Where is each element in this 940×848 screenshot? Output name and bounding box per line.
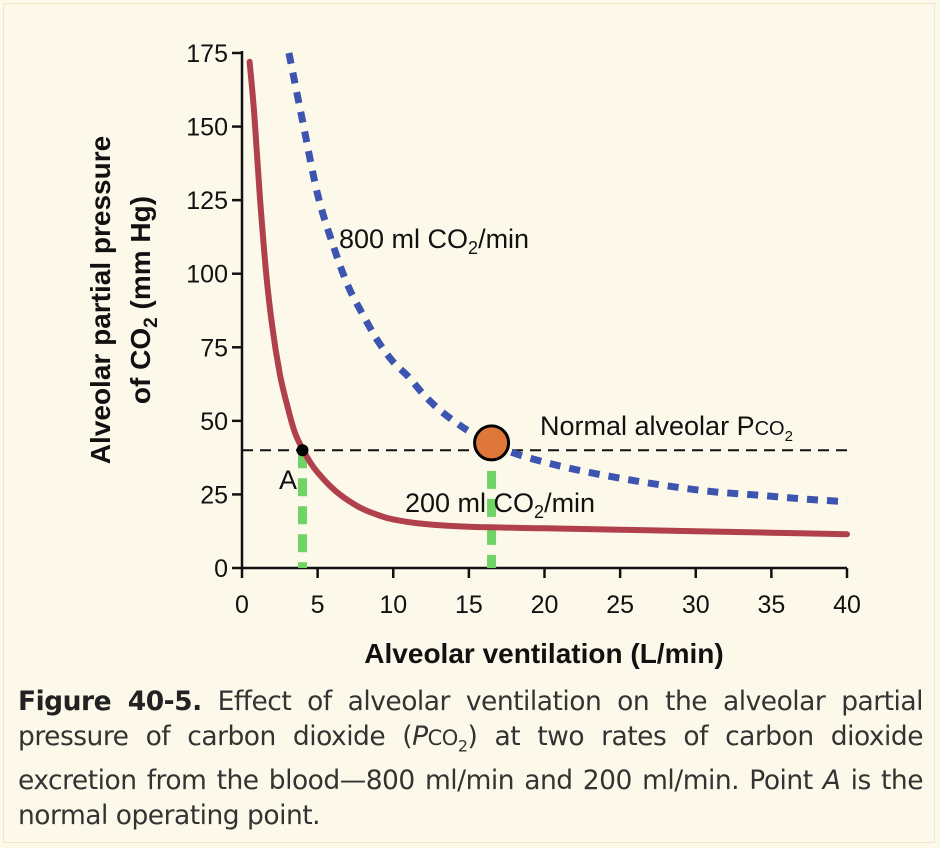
series-label-200: 200 ml CO2/min: [405, 488, 595, 522]
caption-text-part3: is the normal operating point.: [18, 765, 924, 832]
x-tick-label-10: 10: [379, 591, 407, 619]
x-tick-label-35: 35: [757, 591, 785, 619]
point-a-marker: [296, 444, 309, 457]
x-tick-label-15: 15: [455, 591, 483, 619]
x-tick-label-0: 0: [235, 591, 249, 619]
y-tick-label-50: 50: [200, 408, 228, 436]
series-line-800: [285, 52, 848, 506]
caption-sub-2: 2: [457, 736, 468, 756]
caption-italic-p: P: [412, 721, 428, 752]
series-label-800: 800 ml CO2/min: [339, 224, 529, 258]
figure-caption: Figure 40-5. Effect of alveolar ventilat…: [18, 684, 924, 833]
x-tick-label-5: 5: [311, 591, 325, 619]
x-axis-title: Alveolar ventilation (L/min): [364, 638, 723, 669]
y-tick-label-175: 175: [186, 40, 228, 68]
x-tick-label-40: 40: [833, 591, 861, 619]
caption-text-part1: Effect of alveolar ventilation on the al…: [18, 686, 924, 752]
figure-frame: [3, 3, 935, 843]
series-line-200: [246, 58, 850, 538]
y-tick-label-75: 75: [200, 334, 228, 362]
chart: 0 25 50 75 100 125 150 175 0 5 10 15 20 25 30 35 40 Alve…: [85, 40, 861, 669]
caption-figure-label: Figure 40-5.: [18, 686, 202, 717]
operating-point-marker: [473, 424, 511, 462]
caption-text-part2: ) at two rates of carbon dioxide excreti…: [18, 721, 924, 797]
reference-line-label: Normal alveolar PCO2: [540, 411, 793, 445]
x-tick-label-25: 25: [606, 591, 634, 619]
y-axis-title-line1: Alveolar partial pressure: [85, 136, 116, 464]
y-tick-label-0: 0: [214, 555, 228, 583]
plot-area: 0 25 50 75 100 125 150 175 0 5 10 15 20 25 30 35 40: [186, 40, 861, 619]
y-tick-label-25: 25: [200, 481, 228, 509]
caption-co: CO: [427, 726, 459, 750]
y-tick-label-125: 125: [186, 187, 228, 215]
x-tick-label-20: 20: [531, 591, 559, 619]
y-axis-title-line2: of CO2 (mm Hg): [125, 196, 162, 404]
caption-italic-a: A: [822, 765, 841, 797]
x-tick-label-30: 30: [682, 591, 710, 619]
y-tick-label-150: 150: [186, 114, 228, 142]
point-a-label: A: [279, 465, 297, 495]
y-tick-label-100: 100: [186, 261, 228, 289]
